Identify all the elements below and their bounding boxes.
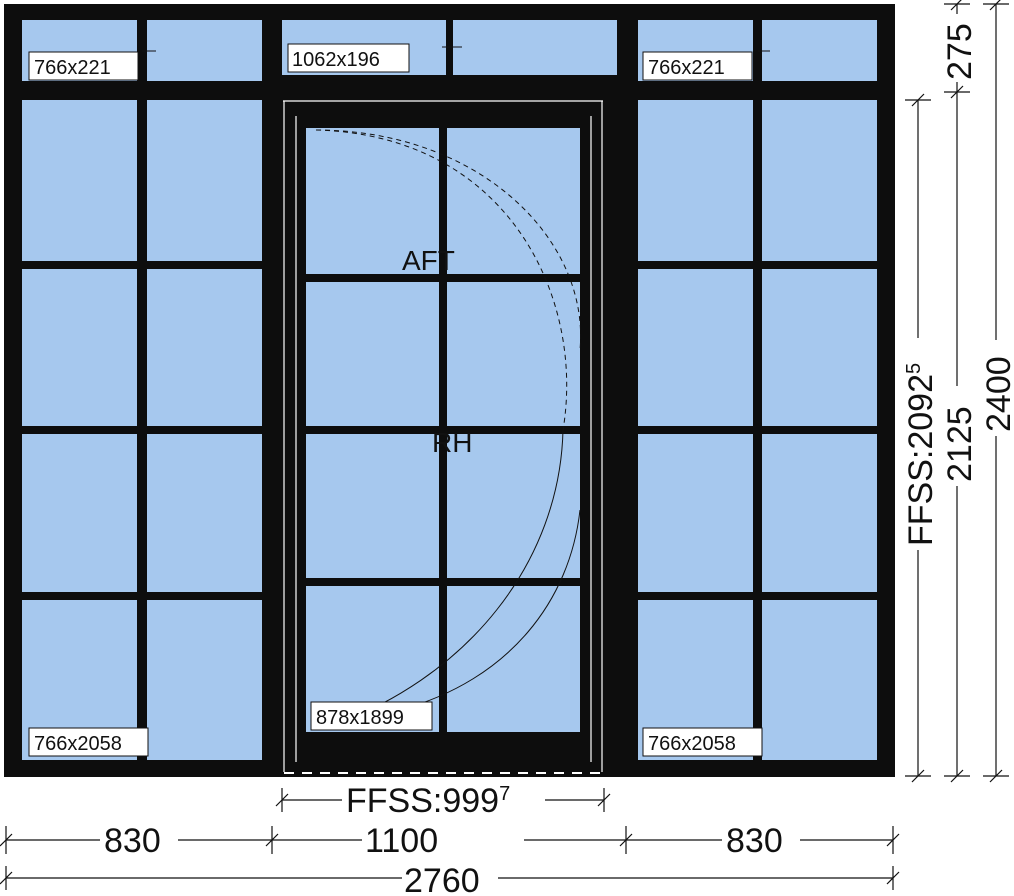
pane-right-r4-c2 [762,600,877,760]
glass-panes [22,20,877,760]
pane-right-r3-c1 [638,434,753,592]
pane-right-r3-c2 [762,434,877,592]
dim-width-left: 830 [104,822,161,860]
pane-left-r2-c2 [147,269,262,426]
pane-door-r4-c2 [447,586,580,732]
dim-height-top: 275 [941,23,979,80]
pane-door-r3-c1 [306,434,439,578]
door-hand-label: RH [432,427,472,458]
dim-height-door: 2125 [941,406,979,482]
label-box-right-bottom [642,727,763,757]
pane-left-r4-c2 [147,600,262,760]
label-right-bottom: 766x2058 [648,733,736,755]
pane-door-r1-c2 [447,128,580,274]
label-center-top: 1062x196 [292,49,380,71]
horizontal-dimensions [0,788,900,890]
dim-door-ffss-width: FFSS:9997 [346,782,510,820]
pane-left-top-2 [147,20,262,81]
swing-arc-outer-solid [399,509,581,711]
label-box-door [310,701,433,731]
pane-left-r2-c1 [22,269,137,426]
label-door: 878x1899 [316,707,404,729]
swing-arc-outer-dashed [315,129,582,351]
vertical-dimensions [905,0,1009,783]
pane-door-r2-c1 [306,282,439,426]
label-left-bottom: 766x2058 [34,733,122,755]
pane-right-r2-c2 [762,269,877,426]
pane-right-r1-c2 [762,100,877,261]
pane-left-r1-c2 [147,100,262,261]
door-opening-label: AFT [402,245,455,276]
dim-height-total: 2400 [980,356,1014,432]
pane-left-r3-c2 [147,434,262,592]
pane-right-top-2 [762,20,877,81]
pane-tick-marks [142,46,770,52]
label-right-top: 766x221 [648,57,725,79]
label-box-left-top [28,51,139,81]
door-frame-outline [283,100,603,772]
label-box-center-top [287,43,410,73]
pane-right-r1-c1 [638,100,753,261]
dim-door-ffss-width-sup: 7 [499,783,510,805]
dim-width-total: 2760 [404,862,480,896]
label-left-top: 766x221 [34,57,111,79]
label-box-left-bottom [28,727,149,757]
pane-door-r3-c2 [447,434,580,578]
pane-center-top-2 [453,20,617,75]
swing-arc-inner-dashed [315,129,568,431]
dim-height-door-ffss-sup: 5 [903,363,925,374]
pane-right-r2-c1 [638,269,753,426]
label-box-right-top [642,51,753,81]
pane-left-r3-c1 [22,434,137,592]
pane-door-r1-c1 [306,128,439,274]
dim-height-door-ffss: FFSS:20925 [902,363,940,546]
pane-labels: 766x221 1062x196 766x221 766x2058 878x18… [28,43,763,757]
dim-width-center: 1100 [365,822,438,860]
dim-width-right: 830 [726,822,783,860]
pane-door-r2-c2 [447,282,580,426]
pane-left-r1-c1 [22,100,137,261]
